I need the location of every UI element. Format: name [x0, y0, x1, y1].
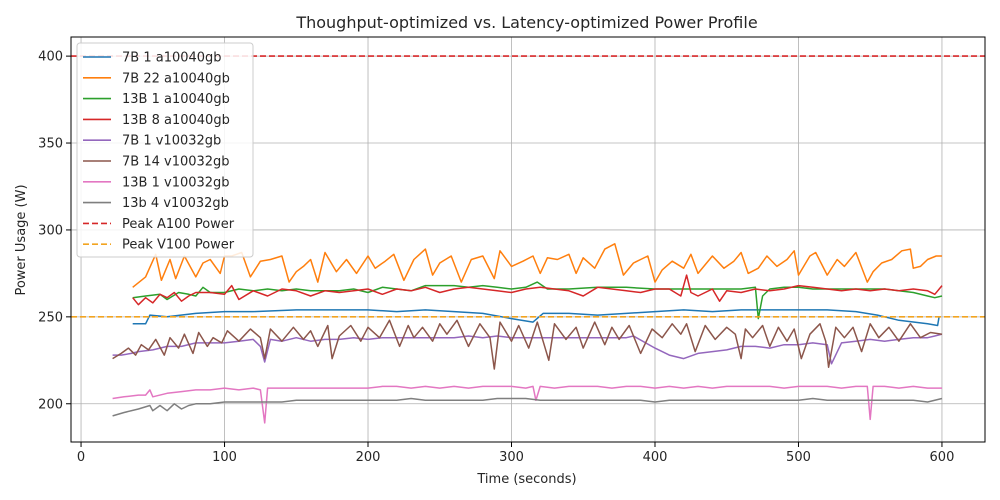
series-line-13b-4-v10032gb [112, 397, 943, 417]
legend-label: 7B 1 a10040gb [122, 51, 222, 66]
y-axis-ticks: 200 250 300 350 400 [38, 50, 71, 412]
x-tick-label: 600 [930, 450, 955, 465]
y-axis-label: Power Usage (W) [14, 184, 29, 295]
x-tick-label: 400 [643, 450, 668, 465]
x-tick-label: 500 [786, 450, 811, 465]
x-tick-label: 0 [77, 450, 85, 465]
y-tick-label: 350 [38, 137, 63, 152]
series-line-13b-8-a10040gb [132, 274, 943, 306]
y-tick-label: 400 [38, 50, 63, 65]
series-line-7b-22-a10040gb [132, 243, 942, 288]
legend-label: 13b 4 v10032gb [122, 196, 229, 211]
series-line-7b-14-v10032gb [112, 319, 943, 370]
series-line-13b-1-v10032gb [112, 385, 942, 424]
series-line-7b-1-a10040gb [132, 309, 940, 327]
legend-label: Peak A100 Power [122, 217, 235, 232]
x-axis-label: Time (seconds) [476, 472, 576, 487]
plot-area [71, 55, 985, 424]
legend-label: 13B 1 a10040gb [122, 92, 230, 107]
x-tick-label: 200 [356, 450, 381, 465]
legend-label: 7B 1 v10032gb [122, 134, 221, 149]
legend-label: 13B 1 v10032gb [122, 175, 230, 190]
x-axis-ticks: 0 100 200 300 400 500 600 [77, 442, 954, 465]
legend-label: 13B 8 a10040gb [122, 113, 230, 128]
legend-label: Peak V100 Power [122, 238, 235, 253]
x-tick-label: 300 [499, 450, 524, 465]
legend-label: 7B 22 a10040gb [122, 71, 230, 86]
chart-title: Thoughput-optimized vs. Latency-optimize… [295, 13, 757, 32]
legend-box [76, 42, 254, 258]
x-tick-label: 100 [212, 450, 237, 465]
legend-label: 7B 14 v10032gb [122, 155, 230, 170]
legend: 7B 1 a10040gb 7B 22 a10040gb 13B 1 a10040g… [76, 42, 254, 258]
y-tick-label: 300 [38, 223, 63, 238]
axes-frame [70, 36, 986, 443]
series-line-7b-1-v10032gb [112, 333, 943, 365]
y-tick-label: 200 [38, 397, 63, 412]
y-tick-label: 250 [38, 310, 63, 325]
